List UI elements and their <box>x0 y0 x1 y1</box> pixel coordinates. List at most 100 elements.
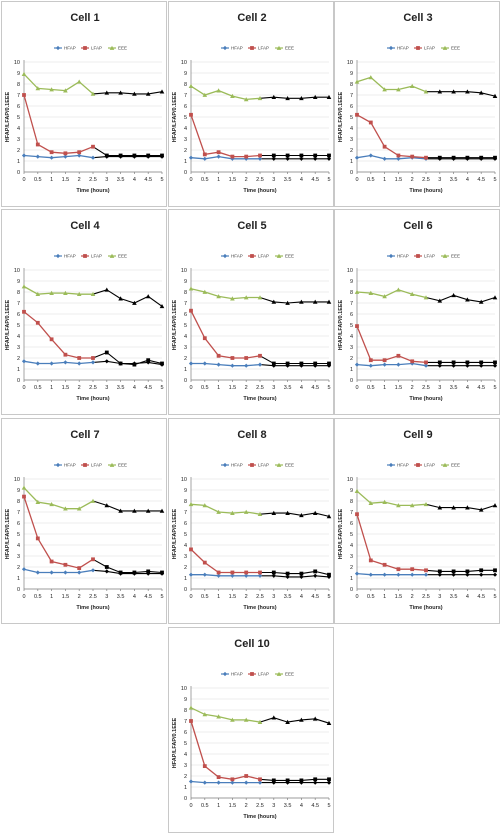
data-point-hfap <box>90 155 96 160</box>
data-point-lfap <box>285 361 290 366</box>
data-point-lfap <box>258 777 262 782</box>
data-point-hfap <box>354 155 360 160</box>
legend-marker-lfap <box>83 254 87 258</box>
x-tick-label: 1.5 <box>229 594 237 600</box>
data-point-lfap <box>63 562 68 567</box>
legend-label-eee: EEE <box>451 46 460 51</box>
x-tick-label: 2.5 <box>256 385 264 391</box>
x-tick-label: 1 <box>50 594 53 600</box>
data-point-lfap <box>258 570 262 575</box>
data-point-hfap <box>90 568 96 573</box>
x-tick-label: 4 <box>300 803 303 809</box>
data-point-eee <box>243 509 249 514</box>
data-point-eee <box>118 508 123 513</box>
x-tick-label: 0.5 <box>201 803 209 809</box>
legend-marker-lfap <box>416 254 420 258</box>
data-point-eee <box>271 715 277 720</box>
x-tick-label: 4.5 <box>311 177 319 183</box>
data-point-lfap <box>35 142 40 147</box>
legend-label-hfap: HFAP <box>397 463 409 468</box>
series-line-eee <box>23 487 94 510</box>
data-point-lfap <box>63 151 68 156</box>
x-tick-label: 0 <box>355 385 358 391</box>
data-point-hfap <box>313 156 318 161</box>
data-point-lfap <box>132 153 137 158</box>
x-axis-label: Time (hours) <box>409 396 442 402</box>
legend-label-eee: EEE <box>118 254 127 259</box>
data-point-lfap <box>271 153 276 158</box>
series-line-hfap <box>23 360 94 365</box>
data-point-lfap <box>132 570 137 575</box>
legend-label-lfap: LFAP <box>91 463 102 468</box>
series-line-late-lfap <box>92 558 163 574</box>
data-point-eee <box>188 502 194 507</box>
data-point-eee <box>382 294 387 299</box>
series-line-eee <box>190 503 261 515</box>
data-point-lfap <box>104 565 109 569</box>
y-tick-label: 6 <box>350 521 353 527</box>
legend-marker-lfap <box>83 46 87 50</box>
data-point-hfap <box>326 780 332 785</box>
y-tick-label: 7 <box>184 719 187 725</box>
series-line-lfap <box>23 311 93 359</box>
data-point-eee <box>118 90 123 95</box>
data-point-eee <box>271 94 277 100</box>
data-point-eee <box>159 89 165 94</box>
legend-marker-eee <box>276 253 282 258</box>
chart-panel-cell-6: Cell 6 HFAP LFAP EEE 0 1 2 3 4 5 6 7 8 9 10 0 0.5 1 1.5 2 2.… <box>334 209 500 415</box>
y-axis-label: HFAP/LFAP/0.1EEE <box>172 91 178 142</box>
data-point-eee <box>382 87 387 92</box>
data-point-hfap <box>244 780 249 785</box>
y-tick-label: 6 <box>184 521 187 527</box>
chart-title: Cell 1 <box>70 12 99 24</box>
y-tick-label: 7 <box>17 301 20 307</box>
data-point-lfap <box>230 154 235 159</box>
y-tick-label: 10 <box>14 477 20 483</box>
data-point-eee <box>437 298 443 303</box>
data-point-eee <box>299 513 304 518</box>
data-point-hfap <box>188 572 194 577</box>
x-tick-label: 2 <box>245 594 248 600</box>
y-tick-label: 5 <box>17 532 20 538</box>
series-line-late-eee <box>92 91 163 95</box>
data-point-hfap <box>257 156 263 161</box>
data-point-eee <box>132 508 137 513</box>
y-tick-label: 10 <box>181 268 187 274</box>
data-point-eee <box>230 717 235 722</box>
data-point-hfap <box>77 153 82 158</box>
legend-marker-lfap <box>250 463 254 467</box>
data-point-eee <box>90 498 96 503</box>
x-tick-label: 2 <box>245 177 248 183</box>
legend-label-eee: EEE <box>285 672 294 677</box>
series-line-lfap <box>190 310 261 359</box>
data-point-lfap <box>244 154 249 159</box>
x-axis-label: Time (hours) <box>409 605 442 611</box>
legend-label-hfap: HFAP <box>64 463 76 468</box>
data-point-hfap <box>230 363 235 368</box>
x-tick-label: 0.5 <box>201 594 209 600</box>
y-tick-label: 1 <box>17 367 20 373</box>
y-tick-label: 8 <box>350 82 353 88</box>
legend-marker-lfap <box>250 46 254 50</box>
data-point-eee <box>423 89 429 94</box>
y-tick-label: 5 <box>184 115 187 121</box>
chart-title: Cell 9 <box>403 429 432 441</box>
legend-marker-lfap <box>416 46 420 50</box>
data-point-lfap <box>313 153 318 158</box>
data-point-lfap <box>244 356 249 360</box>
y-tick-label: 10 <box>347 268 353 274</box>
legend-marker-hfap <box>388 253 394 259</box>
y-tick-label: 0 <box>184 587 187 593</box>
legend-marker-eee <box>276 671 282 676</box>
y-tick-label: 3 <box>350 554 353 560</box>
data-point-lfap <box>355 112 359 117</box>
y-tick-label: 9 <box>184 488 187 494</box>
x-tick-label: 3.5 <box>284 385 292 391</box>
data-point-lfap <box>299 571 304 576</box>
x-tick-label: 2.5 <box>256 594 264 600</box>
series-line-eee <box>356 289 427 299</box>
data-point-eee <box>230 93 235 98</box>
y-tick-label: 7 <box>17 510 20 516</box>
data-point-eee <box>257 295 263 300</box>
y-tick-label: 2 <box>184 148 187 154</box>
